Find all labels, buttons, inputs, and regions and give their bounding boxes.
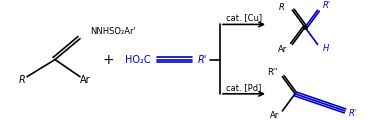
Text: cat. [Cu]: cat. [Cu] [226,13,262,22]
Text: cat. [Pd]: cat. [Pd] [226,83,262,92]
Text: R': R' [349,109,357,118]
Text: +: + [102,53,114,67]
Text: H: H [322,44,329,53]
Text: R'': R'' [267,68,277,77]
Text: R': R' [322,1,331,10]
Text: NNHSO₂Ar': NNHSO₂Ar' [90,27,136,36]
Text: R: R [279,3,284,12]
Text: HO₂C: HO₂C [125,55,151,65]
Text: Ar: Ar [270,111,279,120]
Text: Ar: Ar [278,45,287,54]
Text: Ar: Ar [80,75,90,85]
Text: R': R' [198,55,208,65]
Text: R: R [19,75,25,85]
